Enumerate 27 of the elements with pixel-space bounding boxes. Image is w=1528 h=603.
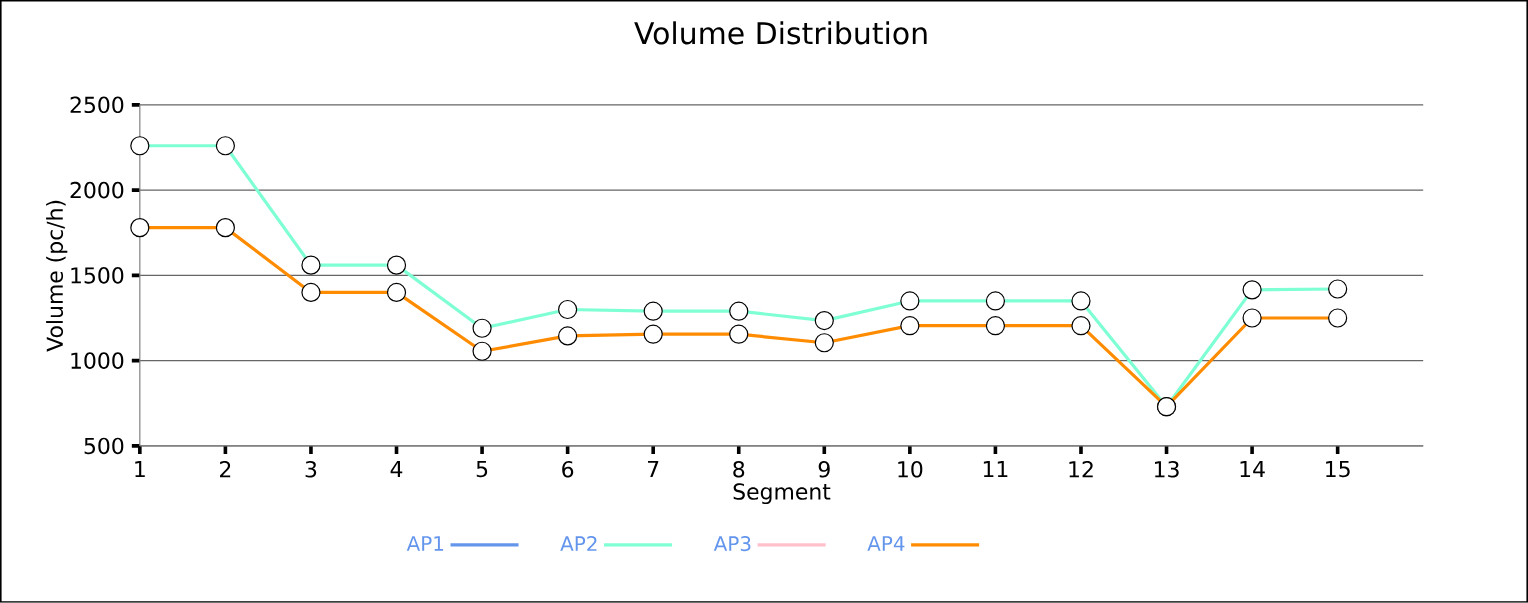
legend-label: AP3 — [713, 536, 751, 552]
y-tick-label: 1000 — [71, 352, 124, 370]
y-tick-label: 1500 — [71, 267, 124, 284]
x-tick-label: 6 — [562, 461, 574, 478]
x-tick-label: 4 — [390, 461, 403, 478]
x-tick-label: 8 — [733, 461, 745, 478]
x-axis-title: Segment — [733, 483, 831, 505]
y-tick-label: 2000 — [70, 181, 124, 199]
x-tick-label: 15 — [1326, 461, 1350, 478]
x-tick-label: 5 — [476, 461, 488, 478]
x-tick-label: 10 — [898, 461, 923, 478]
legend-label: AP1 — [406, 536, 444, 551]
y-tick-label: 500 — [84, 437, 124, 455]
legend-label: AP4 — [867, 536, 905, 551]
y-tick-label: 2500 — [70, 96, 124, 114]
legend-label: AP2 — [560, 536, 597, 551]
x-tick-label: 1 — [135, 461, 145, 478]
x-tick-label: 7 — [648, 461, 659, 478]
chart-title: Volume Distribution — [634, 21, 927, 45]
x-tick-label: 2 — [220, 461, 231, 478]
x-tick-label: 3 — [305, 461, 317, 478]
y-axis-title: Volume (pc/h) — [46, 200, 68, 352]
x-tick-label: 14 — [1240, 461, 1265, 478]
x-tick-label: 12 — [1069, 461, 1093, 478]
x-tick-label: 11 — [983, 461, 1008, 478]
x-tick-label: 13 — [1154, 461, 1179, 478]
x-tick-label: 9 — [818, 461, 830, 478]
